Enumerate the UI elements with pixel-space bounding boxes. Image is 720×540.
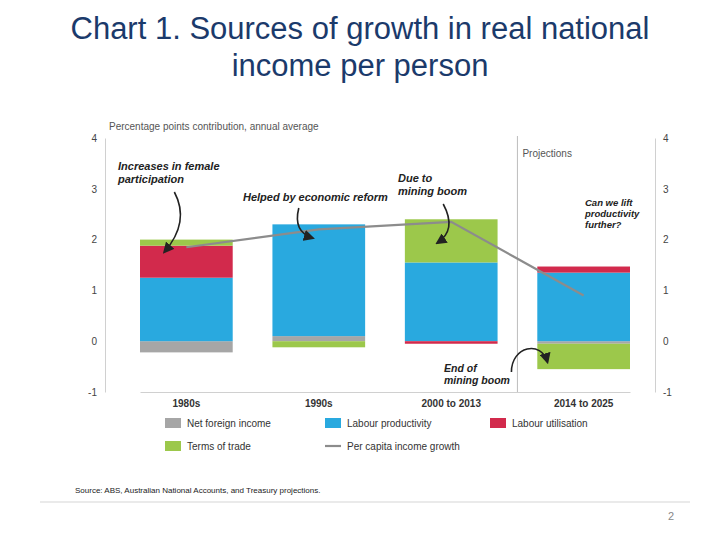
legend-label: Labour productivity: [347, 418, 432, 429]
chart-svg: Percentage points contribution, annual a…: [0, 0, 720, 540]
y-tick: -1: [88, 387, 105, 398]
tick-label: 4: [663, 133, 669, 144]
tick-label: 2014 to 2025: [554, 398, 614, 409]
tick-label: 2: [91, 234, 97, 245]
legend-item: Labour productivity: [325, 418, 432, 429]
title: Chart 1. Sources of growth in real natio…: [30, 10, 690, 84]
tick-label: 1: [91, 285, 97, 296]
bar-series: [140, 246, 630, 344]
x-axis: 1980s 1990s 2000 to 2013 2014 to 2025: [141, 393, 631, 410]
y-tick: 3: [91, 184, 105, 195]
y-tick: 2: [91, 234, 105, 245]
tick-label: 1: [663, 285, 669, 296]
tick-label: 1990s: [305, 398, 333, 409]
y-axis: -1 0 1 2 3 4: [88, 133, 105, 398]
bar-series: [140, 224, 630, 341]
plot-marks: [140, 219, 630, 369]
annotation: Helped by economic reform: [243, 191, 403, 204]
tick-label: 0: [663, 336, 669, 347]
annotation: End of mining boom: [444, 362, 510, 386]
legend-label: Labour utilisation: [512, 418, 588, 429]
legend-item: Net foreign income: [165, 418, 271, 429]
tick-label: 3: [91, 184, 97, 195]
x-tick: 1990s: [305, 398, 333, 409]
annotation: Increases in female participation: [118, 160, 248, 185]
axis-line: [105, 139, 106, 393]
y2-tick: 3: [655, 184, 669, 195]
annotation-arrow: [437, 204, 449, 243]
bar: [405, 341, 498, 344]
annotation-arrow: [511, 349, 547, 372]
legend-swatch: [165, 418, 181, 428]
legend-item: Labour utilisation: [490, 418, 588, 429]
source: Source: ABS, Australian National Account…: [75, 486, 320, 495]
y2-tick: 0: [655, 336, 669, 347]
y-axis-title: Percentage points contribution, annual a…: [109, 121, 319, 132]
x-tick: 2000 to 2013: [421, 398, 481, 409]
tick-label: 0: [91, 336, 97, 347]
tick-label: 2: [663, 234, 669, 245]
annotation-arrow: [164, 192, 180, 252]
y-tick: 4: [91, 133, 105, 144]
bar: [405, 262, 498, 341]
legend-swatch: [325, 445, 341, 447]
tick-label: 4: [91, 133, 97, 144]
tick-label: -1: [663, 387, 672, 398]
x-tick: 2014 to 2025: [554, 398, 614, 409]
bar: [272, 341, 365, 347]
bar: [537, 273, 630, 342]
annotation-arrow: [297, 208, 312, 238]
bar: [140, 246, 233, 278]
line-series: [186, 222, 583, 296]
bar: [140, 278, 233, 342]
legend-item: Per capita income growth: [325, 441, 460, 452]
legend-swatch: [165, 441, 181, 451]
bar: [272, 336, 365, 341]
y-tick: 0: [91, 336, 105, 347]
legend-label: Net foreign income: [187, 418, 271, 429]
x-tick: 1980s: [172, 398, 200, 409]
legend-label: Per capita income growth: [347, 441, 460, 452]
legend-swatch: [490, 418, 506, 428]
bar: [272, 224, 365, 336]
legend-label: Terms of trade: [187, 441, 251, 452]
bar: [537, 344, 630, 369]
annotation: Due to mining boom: [398, 172, 470, 197]
bar: [537, 341, 630, 344]
axis-line: [141, 392, 631, 393]
annotation: Can we lift productivity further?: [585, 198, 653, 231]
tick-label: 3: [663, 184, 669, 195]
legend-item: Terms of trade: [165, 441, 251, 452]
slide: Chart 1. Sources of growth in real natio…: [0, 0, 720, 540]
axis-line: [655, 139, 656, 393]
tick-label: 2000 to 2013: [421, 398, 481, 409]
y2-tick: -1: [655, 387, 672, 398]
bar-series: [140, 219, 630, 369]
footer-rule: [40, 502, 690, 503]
page-number: 2: [668, 510, 674, 522]
legend: Net foreign income Labour productivity Lab…: [165, 418, 588, 452]
y2-tick: 1: [655, 285, 669, 296]
tick-label: 1980s: [172, 398, 200, 409]
legend-swatch: [325, 418, 341, 428]
y2-tick: 4: [655, 133, 669, 144]
y-tick: 1: [91, 285, 105, 296]
bar: [537, 267, 630, 273]
y2-axis: -1 0 1 2 3 4: [655, 133, 672, 398]
tick-label: -1: [88, 387, 97, 398]
annotation: Projections: [522, 148, 612, 160]
bar: [140, 341, 233, 352]
y2-tick: 2: [655, 234, 669, 245]
